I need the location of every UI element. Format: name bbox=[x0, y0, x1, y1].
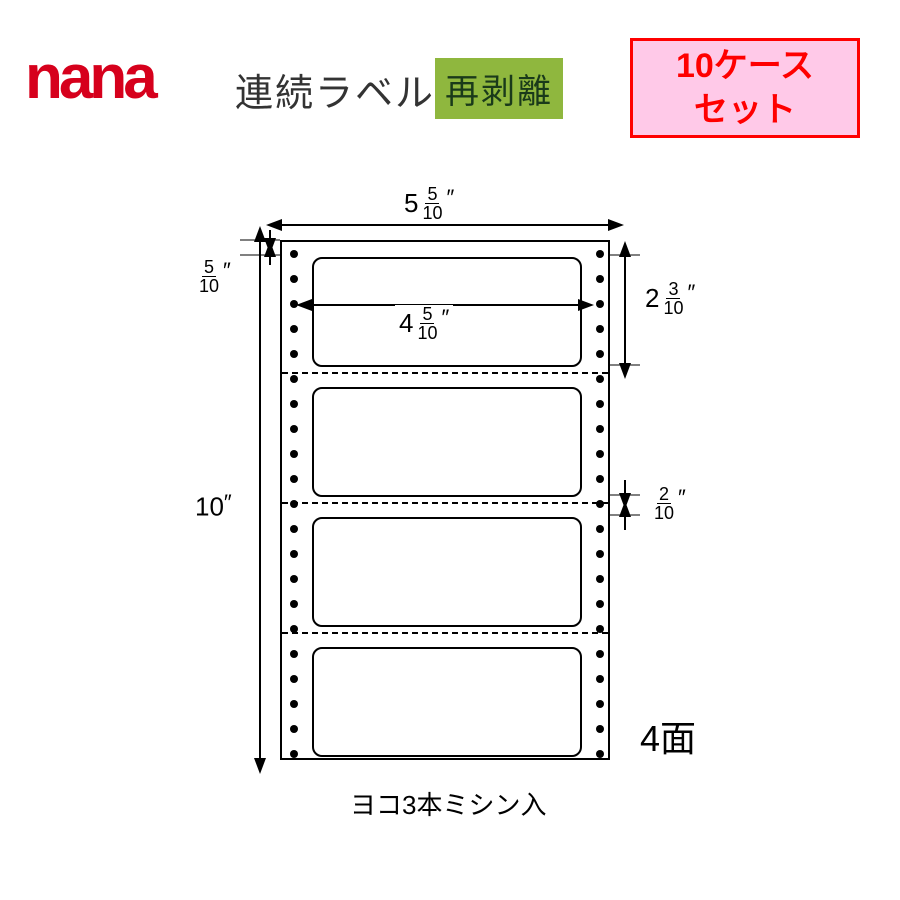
tractor-hole bbox=[290, 275, 298, 283]
tractor-hole bbox=[290, 425, 298, 433]
dim-sheet-width: 5510″ bbox=[400, 185, 458, 222]
product-title: 連続ラベル bbox=[235, 62, 435, 117]
perforation-line bbox=[282, 372, 608, 374]
tractor-hole bbox=[596, 750, 604, 758]
tractor-hole bbox=[290, 700, 298, 708]
label-rect bbox=[312, 517, 582, 627]
badge-case-line1: 10ケース bbox=[676, 44, 814, 88]
badge-case-set: 10ケース セット bbox=[630, 38, 860, 138]
perforation-note: ヨコ3本ミシン入 bbox=[350, 785, 546, 822]
tractor-hole bbox=[596, 350, 604, 358]
tractor-hole bbox=[290, 450, 298, 458]
dim-gap: 210″ bbox=[650, 485, 686, 522]
tractor-hole bbox=[596, 275, 604, 283]
tractor-hole bbox=[290, 475, 298, 483]
tractor-hole bbox=[596, 575, 604, 583]
tractor-hole bbox=[596, 700, 604, 708]
tractor-hole bbox=[596, 450, 604, 458]
tractor-hole bbox=[596, 600, 604, 608]
tractor-hole bbox=[596, 550, 604, 558]
header: nana 連続ラベル 再剥離 10ケース セット bbox=[0, 30, 900, 130]
tractor-hole bbox=[290, 725, 298, 733]
tractor-hole bbox=[290, 375, 298, 383]
tractor-hole bbox=[290, 525, 298, 533]
dim-sheet-height: 10″ bbox=[195, 490, 232, 523]
faces-count: 4面 bbox=[640, 710, 696, 762]
label-rect bbox=[312, 647, 582, 757]
dim-label-width: 4510″ bbox=[395, 305, 453, 342]
tractor-hole bbox=[596, 375, 604, 383]
tractor-hole bbox=[596, 300, 604, 308]
dim-label-height: 2310″ bbox=[645, 280, 695, 317]
tractor-hole bbox=[290, 675, 298, 683]
tractor-hole bbox=[596, 525, 604, 533]
badge-removable: 再剥離 bbox=[435, 58, 563, 119]
brand-logo: nana bbox=[25, 42, 154, 113]
tractor-hole bbox=[290, 400, 298, 408]
dim-top-margin: 510″ bbox=[195, 258, 231, 295]
badge-case-line2: セット bbox=[694, 88, 796, 132]
dimension-diagram: 5510″ 4510″ 510″ 2310″ 210″ 10″ bbox=[150, 180, 750, 830]
tractor-hole bbox=[290, 325, 298, 333]
tractor-hole bbox=[290, 250, 298, 258]
tractor-hole bbox=[290, 650, 298, 658]
tractor-hole bbox=[290, 350, 298, 358]
tractor-hole bbox=[290, 600, 298, 608]
tractor-hole bbox=[290, 575, 298, 583]
tractor-hole bbox=[290, 750, 298, 758]
tractor-hole bbox=[596, 475, 604, 483]
tractor-hole bbox=[596, 400, 604, 408]
tractor-hole bbox=[596, 675, 604, 683]
dim-sheet-height-arrow bbox=[240, 240, 280, 760]
label-rect bbox=[312, 387, 582, 497]
perforation-line bbox=[282, 632, 608, 634]
tractor-hole bbox=[596, 425, 604, 433]
tractor-hole bbox=[290, 550, 298, 558]
tractor-hole bbox=[596, 650, 604, 658]
tractor-hole bbox=[596, 250, 604, 258]
perforation-line bbox=[282, 502, 608, 504]
tractor-hole bbox=[596, 325, 604, 333]
tractor-hole bbox=[596, 725, 604, 733]
tractor-hole bbox=[290, 300, 298, 308]
